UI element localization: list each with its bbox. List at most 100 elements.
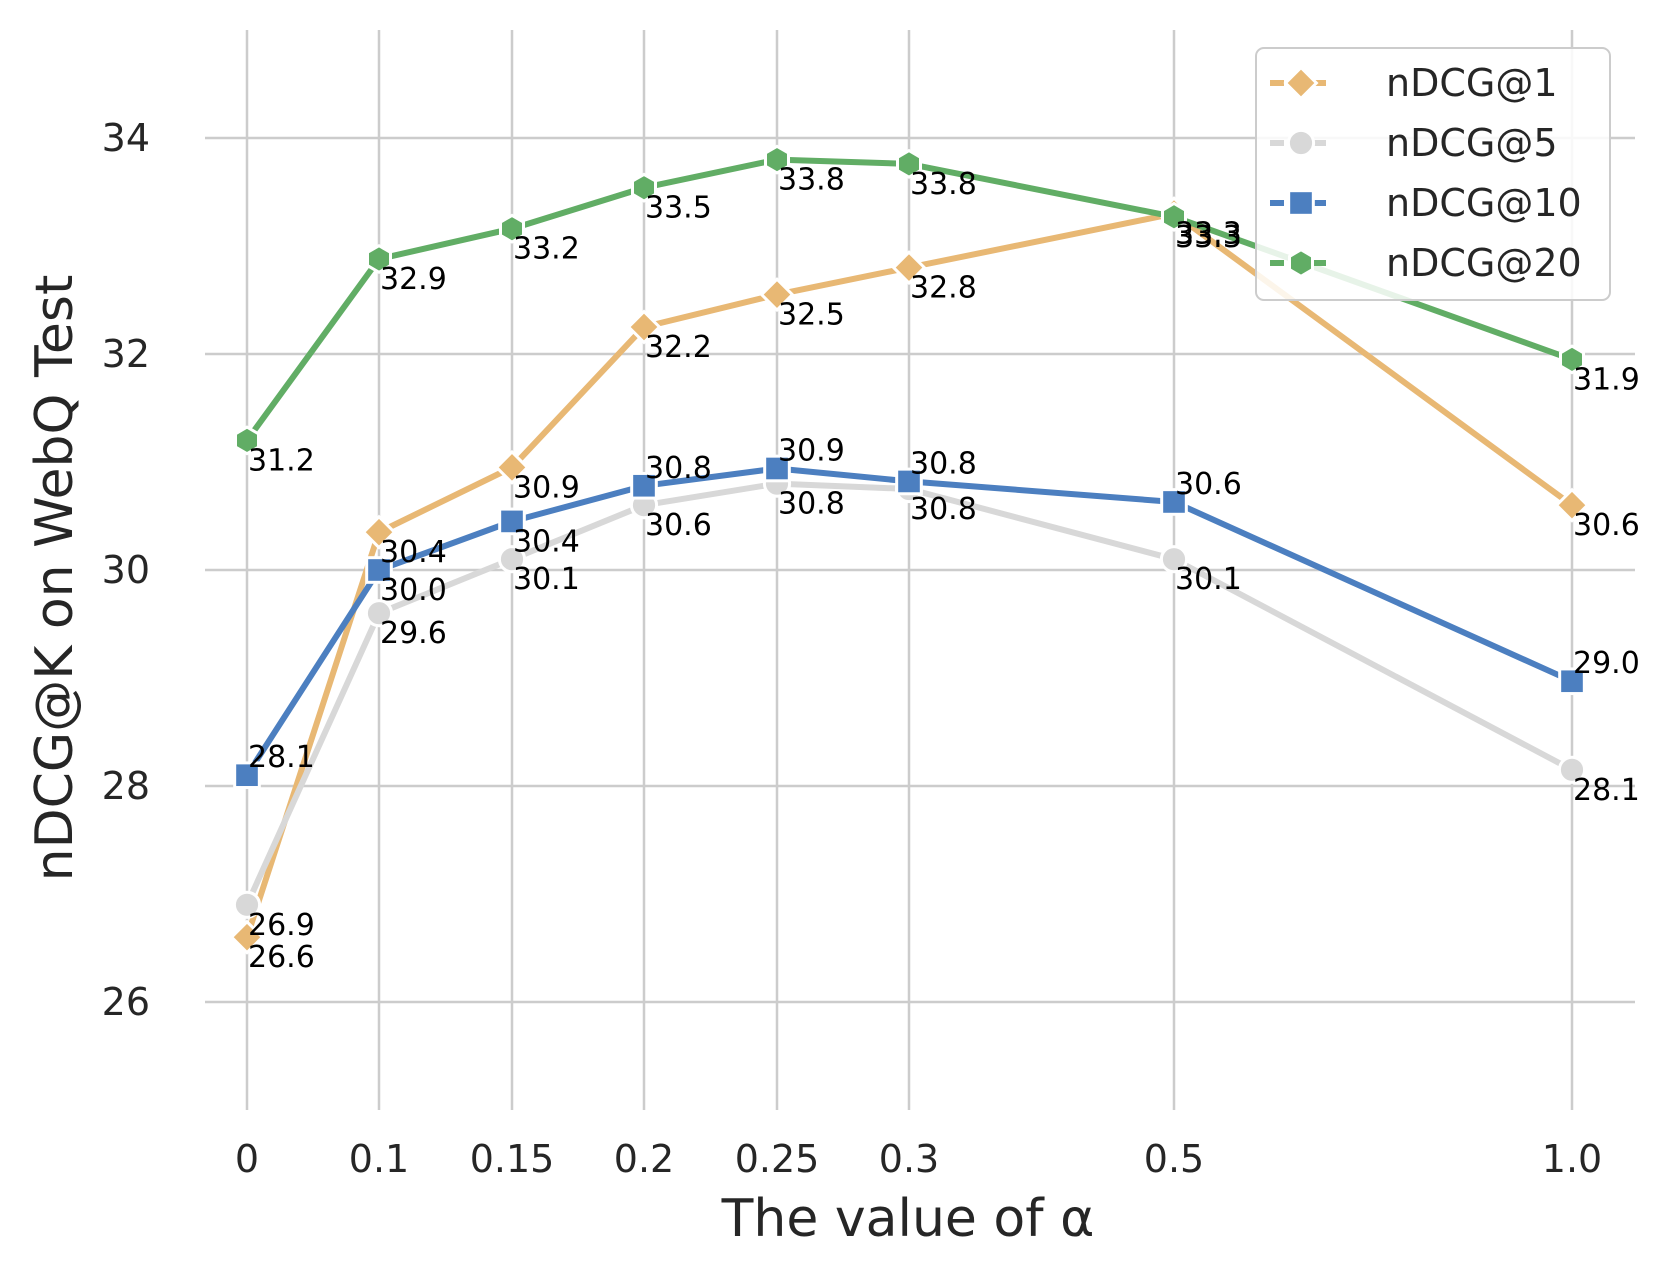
legend-item: nDCG@1 [1270,61,1558,105]
data-point [364,599,394,628]
data-labels: 26.6 30.4 30.9 32.2 32.5 32.8 33.3 30.6 26.9 29.6… [248,163,1640,976]
y-tick-label: 28 [102,764,150,808]
data-label: 30.9 [513,470,580,505]
y-axis-label: nDCG@K on WebQ Test [25,275,85,882]
data-point [234,425,260,456]
y-tick-label: 34 [102,116,150,160]
data-label: 28.1 [1573,773,1640,808]
data-label: 30.8 [910,446,977,481]
series-line [244,465,1574,777]
data-point [763,454,791,483]
legend-marker [1288,247,1314,279]
legend-marker [1286,128,1316,158]
data-point [891,250,927,286]
legend-marker [1283,65,1319,101]
data-label: 33.8 [910,167,977,202]
data-point [1557,755,1587,784]
data-point [233,761,261,790]
data-label: 32.8 [910,271,977,306]
data-label: 32.5 [778,298,845,333]
data-label: 29.6 [380,616,447,651]
y-tick-label: 26 [102,980,150,1024]
data-point [1161,201,1187,232]
data-label: 30.8 [645,451,712,486]
data-label: 32.2 [645,330,712,365]
data-point [631,172,657,203]
x-tick-label: 0.3 [879,1137,939,1181]
data-point [497,545,527,574]
data-point [361,514,397,550]
series-line [244,480,1574,907]
data-point [895,467,923,496]
y-tick-labels: 26 28 30 32 34 [102,116,150,1024]
x-tick-label: 1.0 [1542,1137,1602,1181]
data-label: 30.6 [1175,467,1242,502]
data-point [1559,344,1585,375]
data-label: 33.3 [1175,217,1242,252]
legend-item: nDCG@20 [1270,241,1582,285]
data-label: 30.8 [910,492,977,527]
data-point [1159,545,1189,574]
data-label: 30.9 [778,434,845,469]
data-point [499,213,525,244]
x-tick-label: 0.1 [349,1137,409,1181]
legend-marker [1287,189,1315,217]
x-tick-label: 0.2 [614,1137,674,1181]
y-tick-label: 32 [102,332,150,376]
y-tick-label: 30 [102,548,150,592]
data-label: 32.9 [380,262,447,297]
data-label: 30.8 [778,487,845,522]
legend-label: nDCG@5 [1386,121,1558,165]
data-label: 30.6 [1573,508,1640,543]
data-label: 33.8 [778,163,845,198]
data-label: 33.5 [645,191,712,226]
data-label: 30.0 [380,573,447,608]
x-tick-label: 0.25 [735,1137,820,1181]
data-point [232,890,262,919]
data-label: 31.2 [248,443,315,478]
legend-box [1255,47,1611,301]
data-point [764,144,790,175]
legend-label: nDCG@1 [1386,61,1558,105]
data-point [365,556,393,584]
data-label: 28.1 [248,740,315,775]
series-line [244,210,1574,939]
x-tick-label: 0.15 [470,1137,555,1181]
series-layer [229,144,1590,955]
data-label: 30.4 [513,524,580,559]
data-label: 29.0 [1573,646,1640,681]
data-point [1554,487,1590,523]
data-point [1558,667,1586,696]
data-label: 30.1 [513,562,580,597]
data-label: 30.4 [380,535,447,570]
data-point [366,243,392,275]
legend-item: nDCG@5 [1270,121,1558,165]
data-point [759,277,795,313]
data-label: 26.9 [248,908,315,943]
data-point [494,449,530,485]
legend-label: nDCG@10 [1386,181,1582,225]
data-point [229,919,265,955]
series-line [244,156,1574,443]
data-label: 30.1 [1175,562,1242,597]
data-point [896,148,922,179]
data-label: 26.6 [248,940,315,975]
data-point [498,507,526,536]
series-ndcg-at-10 [233,454,1586,790]
data-point [1160,488,1188,516]
x-axis-label: The value of α [721,1189,1095,1249]
data-label: 33.2 [513,232,580,267]
series-ndcg-at-20 [234,144,1585,456]
data-point [630,471,658,500]
legend: nDCG@1 nDCG@5 nDCG@10 nDCG@20 [1255,47,1611,301]
data-label: 31.9 [1573,362,1640,397]
x-tick-label: 0.5 [1144,1137,1204,1181]
x-tick-label: 0 [235,1137,259,1181]
data-label: 33.3 [1175,220,1242,255]
x-tick-labels: 0 0.1 0.15 0.2 0.25 0.3 0.5 1.0 [235,1137,1602,1181]
legend-label: nDCG@20 [1386,241,1582,285]
legend-item: nDCG@10 [1270,181,1582,225]
data-point [626,309,662,345]
data-label: 30.6 [645,508,712,543]
